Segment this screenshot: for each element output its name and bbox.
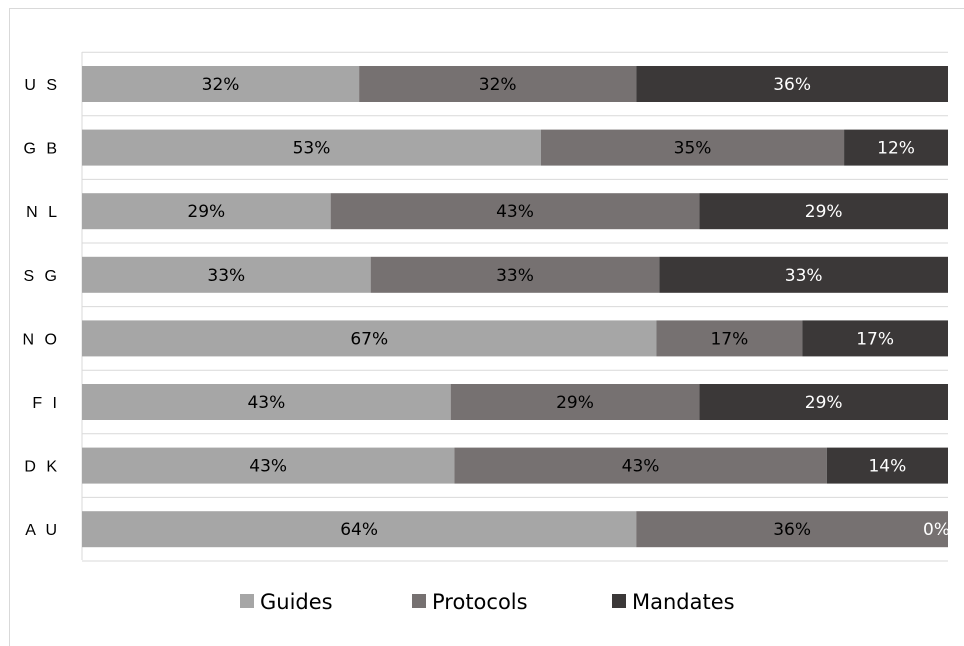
data-label: 0% — [923, 520, 950, 540]
legend-label: Protocols — [432, 590, 528, 614]
data-label: 43% — [249, 457, 287, 477]
data-label: 33% — [207, 266, 245, 286]
category-label: A U — [25, 522, 60, 539]
data-label: 43% — [496, 202, 534, 222]
data-label: 12% — [877, 139, 915, 159]
data-label: 43% — [247, 393, 285, 413]
bar-segment — [82, 129, 541, 166]
data-label: 33% — [785, 266, 823, 286]
bar-segment — [656, 320, 803, 357]
gridlines — [81, 51, 948, 562]
legend-swatch — [412, 594, 426, 608]
bar-segment — [450, 384, 700, 420]
bar-segment — [699, 193, 948, 230]
legend-label: Guides — [260, 590, 333, 614]
bar-segment — [802, 320, 948, 357]
category-label: D K — [24, 459, 60, 476]
data-label: 14% — [868, 457, 906, 477]
data-labels: 32% 32% 36% 53% 35% 12% 29% 43% 29% 33% 33% 33% 67% 1… — [187, 75, 950, 540]
data-label: 29% — [187, 202, 225, 222]
data-label: 64% — [340, 520, 378, 540]
data-label: 53% — [293, 139, 331, 159]
legend-label: Mandates — [632, 590, 735, 614]
bar-segment — [330, 193, 700, 230]
bar-segment — [844, 129, 948, 166]
bar-segment — [82, 447, 455, 484]
bar-segment — [659, 256, 948, 293]
bar-segment — [454, 447, 827, 484]
data-label: 17% — [856, 329, 894, 349]
bars — [82, 66, 948, 548]
data-label: 36% — [773, 520, 811, 540]
data-label: 29% — [556, 393, 594, 413]
bar-segment — [82, 511, 637, 548]
legend: Guides Protocols Mandates — [240, 590, 735, 614]
bar-segment — [636, 66, 948, 102]
bar-segment — [82, 256, 371, 293]
bar-segment — [82, 384, 451, 420]
bar-segment — [699, 384, 948, 420]
data-label: 17% — [710, 329, 748, 349]
data-label: 33% — [496, 266, 534, 286]
bar-segment — [370, 256, 660, 293]
bar-segment — [636, 511, 948, 548]
bar-segment — [359, 66, 637, 102]
category-axis: U S G B N L S G N O F I D K A U — [23, 77, 60, 539]
category-label: N O — [23, 331, 60, 348]
category-label: F I — [32, 395, 60, 412]
bar-segment — [82, 320, 657, 357]
bar-segment — [82, 193, 331, 230]
data-label: 67% — [350, 329, 388, 349]
data-label: 29% — [805, 393, 843, 413]
data-label: 35% — [674, 139, 712, 159]
category-label: S G — [23, 268, 60, 285]
category-label: G B — [23, 141, 60, 158]
chart-frame — [9, 8, 964, 646]
bar-segment — [540, 129, 845, 166]
data-label: 32% — [479, 75, 517, 95]
data-label: 32% — [202, 75, 240, 95]
bar-segment — [826, 447, 948, 484]
data-label: 36% — [773, 75, 811, 95]
bar-segment — [82, 66, 360, 102]
category-label: N L — [26, 204, 60, 221]
legend-swatch — [240, 594, 254, 608]
data-label: 29% — [805, 202, 843, 222]
data-label: 43% — [622, 457, 660, 477]
legend-swatch — [612, 594, 626, 608]
category-label: U S — [24, 77, 60, 94]
